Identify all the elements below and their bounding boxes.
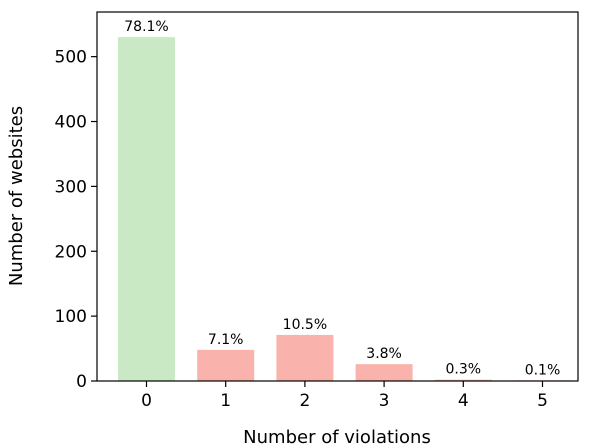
bar-0 [118, 37, 175, 382]
x-tick-label-5: 5 [537, 391, 548, 411]
data-labels-layer: 78.1% 7.1% 10.5% 3.8% 0.3% 0.1% [124, 19, 560, 378]
y-ticks: 0 100 200 300 400 500 [55, 48, 97, 392]
y-tick-label-500: 500 [55, 48, 87, 68]
bar-2 [276, 334, 334, 381]
x-axis-label: Number of violations [243, 427, 431, 448]
y-tick-label-300: 300 [55, 177, 87, 197]
bar-1 [197, 349, 255, 381]
y-axis-label: Number of websites [6, 106, 27, 286]
bars-layer [118, 37, 571, 382]
x-tick-label-2: 2 [299, 391, 310, 411]
data-label-4: 0.3% [446, 362, 482, 378]
bar-4 [434, 379, 492, 381]
bar-3 [355, 364, 413, 381]
x-tick-label-4: 4 [458, 391, 469, 411]
data-label-0: 78.1% [124, 19, 168, 35]
data-label-3: 3.8% [366, 346, 402, 362]
x-tick-label-1: 1 [220, 391, 231, 411]
x-tick-label-3: 3 [379, 391, 390, 411]
data-label-2: 10.5% [283, 317, 327, 333]
y-tick-label-200: 200 [55, 242, 87, 262]
x-ticks: 0 1 2 3 4 5 [141, 381, 548, 411]
x-tick-label-0: 0 [141, 391, 152, 411]
data-label-5: 0.1% [525, 362, 561, 378]
y-tick-label-100: 100 [55, 307, 87, 327]
plot-frame [96, 11, 579, 382]
data-label-1: 7.1% [208, 332, 244, 348]
y-tick-label-400: 400 [55, 113, 87, 133]
y-tick-label-0: 0 [76, 372, 87, 392]
